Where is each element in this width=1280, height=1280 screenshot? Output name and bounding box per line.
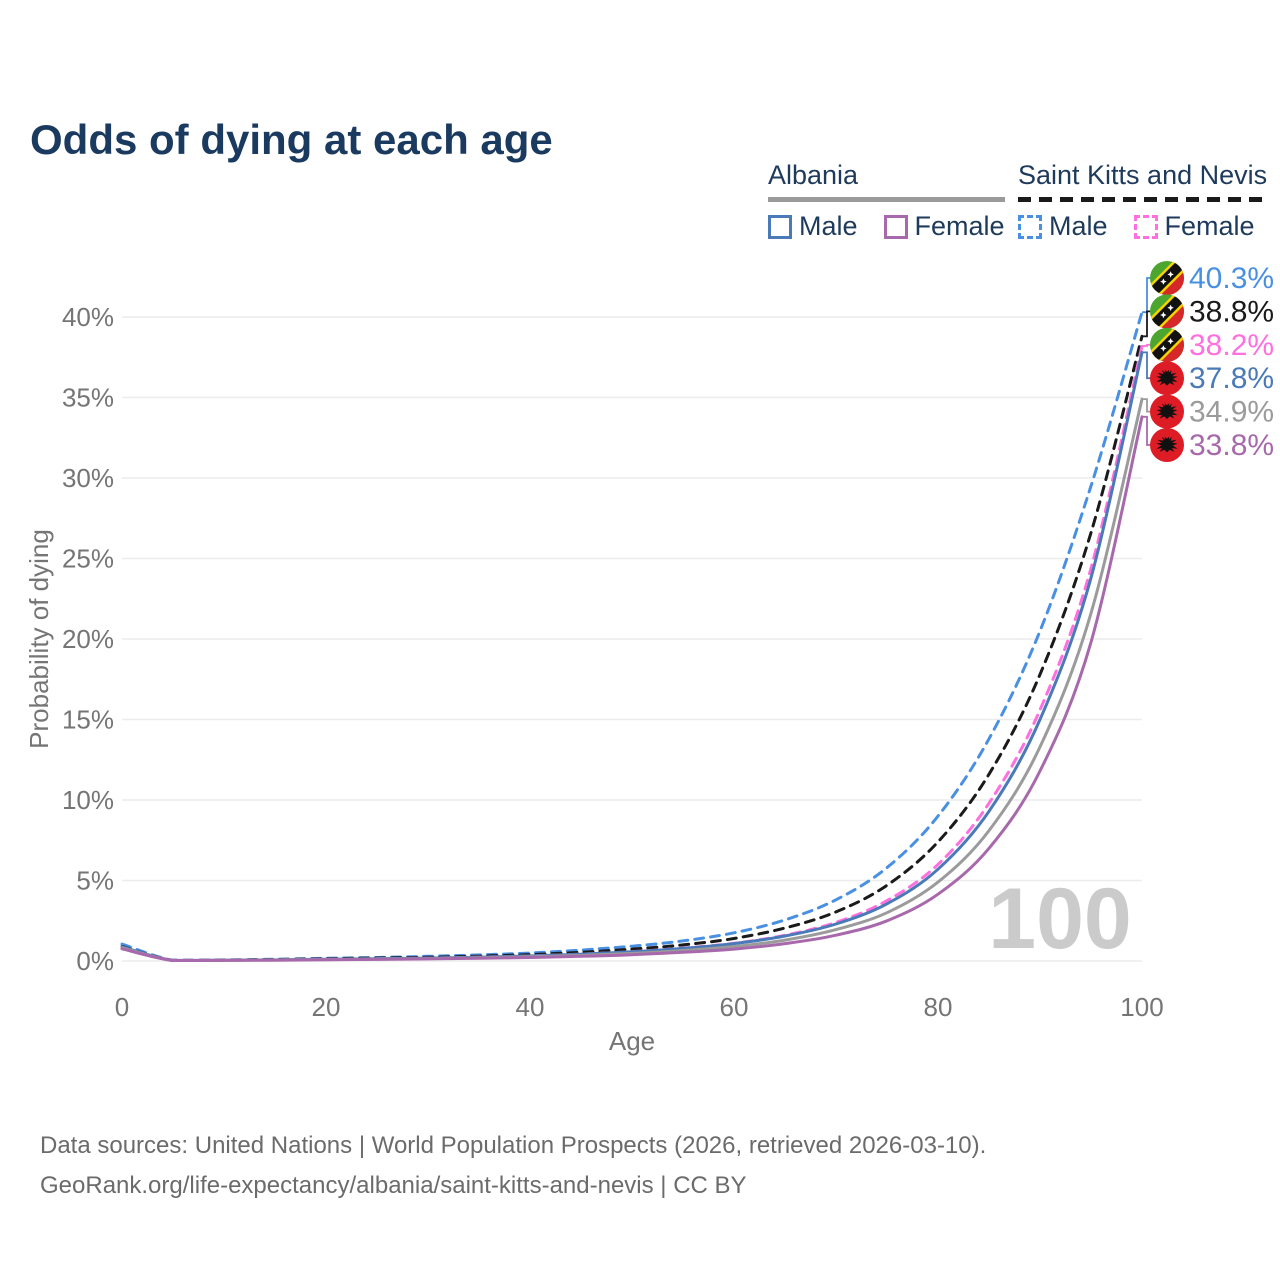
x-axis-title: Age: [609, 1026, 655, 1056]
legend-albania-female-label: Female: [914, 211, 1005, 241]
albania-eagle: [1156, 369, 1178, 386]
y-tick-label-20: 20%: [62, 624, 114, 654]
skn-star-1: [1167, 271, 1174, 278]
saint-kitts-flag-icon-skn_male: [1150, 261, 1184, 295]
legend-saint-kitts: Saint Kitts and Nevis Male Female: [1018, 160, 1268, 242]
attribution-note: GeoRank.org/life-expectancy/albania/sain…: [40, 1172, 747, 1199]
albania-eagle: [1156, 403, 1178, 420]
legend-albania-title: Albania: [768, 160, 859, 190]
end-label-leader-alb_male: [1142, 351, 1151, 380]
albania-male-swatch: [768, 214, 792, 239]
albania-eagle: [1156, 436, 1178, 453]
albania-flag-icon-alb_both: [1150, 394, 1184, 429]
x-tick-label-60: 60: [720, 992, 749, 1022]
albania-female-swatch: [883, 214, 908, 239]
skn-star-0: [1160, 345, 1167, 352]
series-line-alb_male[interactable]: [120, 350, 1144, 962]
y-tick-label-25: 25%: [62, 544, 114, 574]
saint-kitts-both-line-swatch: [1018, 197, 1268, 202]
legend-saint-kitts-title: Saint Kitts and Nevis: [1018, 160, 1268, 190]
flag-inner: [1150, 261, 1184, 295]
y-tick-label-15: 15%: [62, 705, 114, 735]
x-tick-label-20: 20: [312, 992, 341, 1022]
skn-black-band: [1150, 261, 1184, 295]
end-label-value-alb_both: 34.9%: [1189, 396, 1274, 429]
data-sources-note: Data sources: United Nations | World Pop…: [40, 1132, 987, 1159]
flag-inner: [1150, 294, 1184, 329]
skn-star-1: [1167, 338, 1174, 345]
albania-flag-icon-alb_male: [1150, 361, 1184, 396]
end-label-leader-alb_female: [1142, 415, 1151, 446]
legend-item-saint-kitts-female[interactable]: Female: [1133, 211, 1255, 242]
end-label-leader-skn_male: [1142, 277, 1151, 314]
flag-inner: [1150, 327, 1184, 362]
y-tick-label-35: 35%: [62, 383, 114, 413]
series-line-alb_female[interactable]: [120, 415, 1144, 963]
legend-item-albania-male[interactable]: Male: [768, 211, 858, 242]
y-tick-label-30: 30%: [62, 463, 114, 493]
saint-kitts-flag-icon-skn_both: [1150, 294, 1184, 329]
end-label-leader-skn_both: [1142, 310, 1151, 338]
end-label-leader-skn_female: [1142, 343, 1151, 347]
saint-kitts-male-swatch: [1018, 214, 1042, 239]
end-label-value-alb_male: 37.8%: [1189, 362, 1274, 395]
end-label-value-skn_male: 40.3%: [1189, 262, 1274, 295]
series-line-skn_female[interactable]: [120, 344, 1144, 962]
y-tick-label-0: 0%: [76, 946, 114, 976]
legend-item-saint-kitts-male[interactable]: Male: [1018, 211, 1108, 242]
series-line-skn_both[interactable]: [120, 334, 1144, 962]
legend-albania-male-label: Male: [799, 211, 858, 241]
legend-saint-kitts-female-label: Female: [1164, 211, 1255, 241]
x-tick-label-0: 0: [115, 992, 129, 1022]
end-label-value-skn_both: 38.8%: [1189, 295, 1274, 328]
x-tick-label-100: 100: [1120, 992, 1163, 1022]
series-line-skn_male[interactable]: [120, 310, 1144, 962]
saint-kitts-female-swatch: [1133, 214, 1158, 239]
x-tick-label-40: 40: [516, 992, 545, 1022]
skn-star-1: [1167, 304, 1174, 311]
page-title: Odds of dying at each age: [30, 116, 553, 164]
skn-black-band: [1150, 327, 1184, 362]
end-label-value-skn_female: 38.2%: [1189, 329, 1274, 362]
end-label-leader-alb_both: [1142, 398, 1151, 413]
end-label-value-alb_female: 33.8%: [1189, 429, 1274, 462]
skn-star-0: [1160, 278, 1167, 285]
y-tick-label-40: 40%: [62, 302, 114, 332]
y-tick-label-5: 5%: [76, 866, 114, 896]
y-axis-title: Probability of dying: [24, 529, 54, 749]
x-tick-label-80: 80: [924, 992, 953, 1022]
hovered-age-watermark: 100: [988, 871, 1132, 967]
legend-saint-kitts-male-label: Male: [1049, 211, 1108, 241]
y-tick-label-10: 10%: [62, 785, 114, 815]
skn-black-band: [1150, 294, 1184, 329]
albania-both-line-swatch: [768, 197, 1005, 202]
albania-flag-icon-alb_female: [1150, 428, 1184, 462]
skn-star-0: [1160, 311, 1167, 319]
saint-kitts-flag-icon-skn_female: [1150, 327, 1184, 362]
legend-albania: Albania Male Female: [768, 160, 1005, 242]
legend-item-albania-female[interactable]: Female: [883, 211, 1005, 242]
